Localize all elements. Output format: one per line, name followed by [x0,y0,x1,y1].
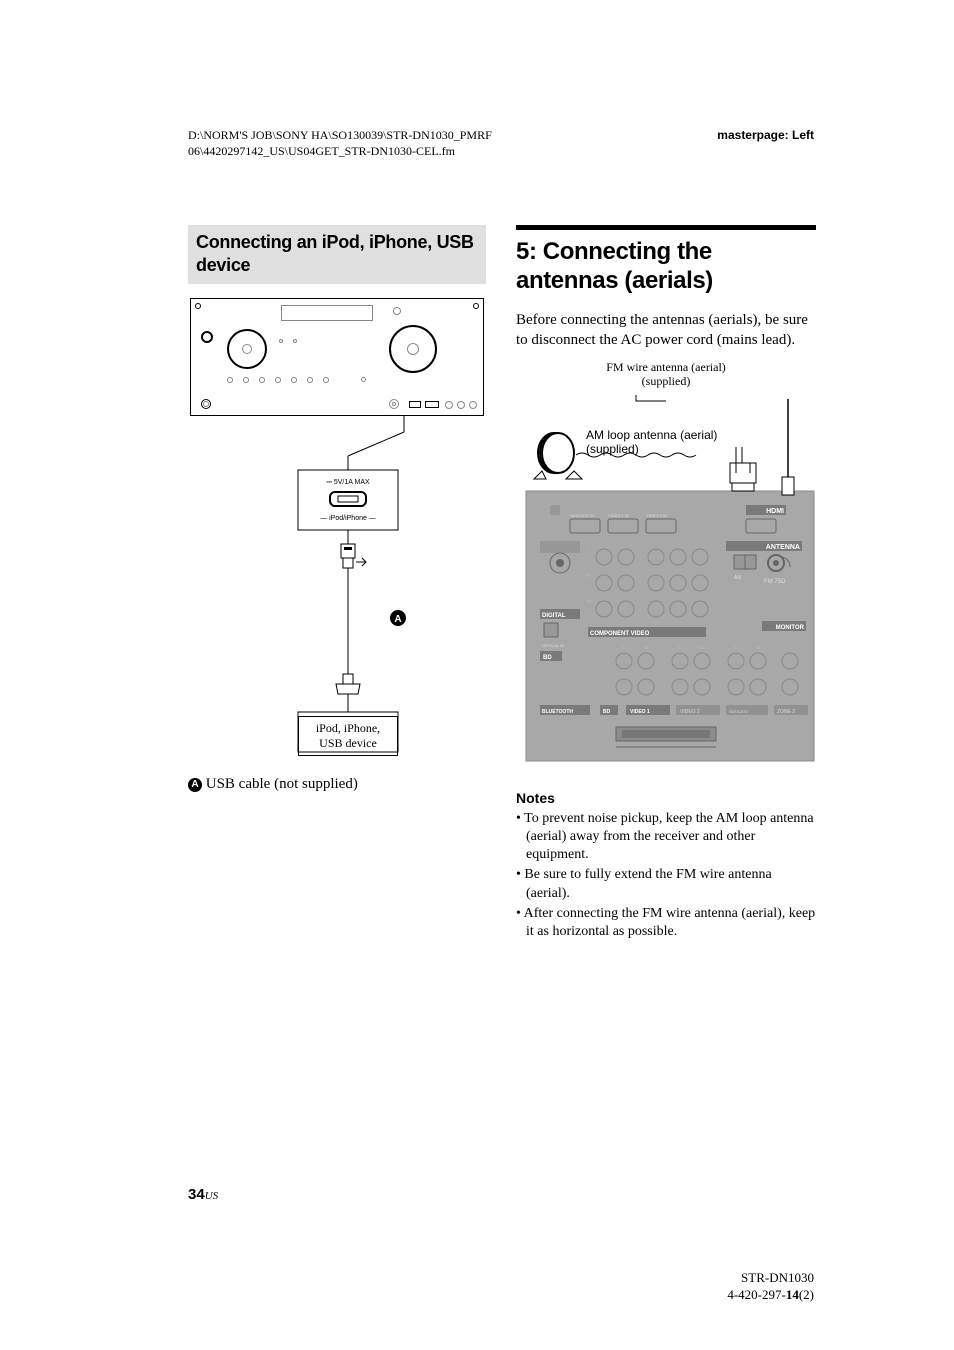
chapter-rule [516,225,816,230]
fm-label-line1: FM wire antenna (aerial) [516,360,816,374]
svg-text:A: A [394,614,401,625]
svg-text:VIDEO 1: VIDEO 1 [630,709,650,715]
svg-text:DIGITAL: DIGITAL [542,613,566,619]
footer-doc-code: 4-420-297-14(2) [727,1287,814,1304]
svg-text:SAT/CATV: SAT/CATV [729,709,748,714]
svg-text:VIDEO 2: VIDEO 2 [680,709,700,715]
svg-text:SAT/CATV IN: SAT/CATV IN [570,513,594,518]
device-callout: iPod, iPhone, USB device [298,716,398,756]
page-number-value: 34 [188,1186,205,1203]
footer-model: STR-DN1030 [727,1270,814,1287]
svg-text:IN: IN [678,645,682,650]
note-1: To prevent noise pickup, keep the AM loo… [516,810,816,865]
svg-text:BD: BD [543,655,552,661]
svg-text:⎓ 5V/1A MAX: ⎓ 5V/1A MAX [326,479,370,486]
note-2: Be sure to fully extend the FM wire ante… [516,866,816,902]
notes-heading: Notes [516,790,816,806]
footer-block: STR-DN1030 4-420-297-14(2) [727,1270,814,1304]
device-callout-line1: iPod, iPhone, [299,721,397,736]
note-3: After connecting the FM wire antenna (ae… [516,905,816,941]
page-number: 34US [188,1186,218,1204]
svg-text:IN: IN [622,645,626,650]
right-column: 5: Connecting the antennas (aerials) Bef… [516,225,816,943]
intro-text: Before connecting the antennas (aerials)… [516,310,816,351]
chapter-title: 5: Connecting the antennas (aerials) [516,238,816,296]
device-callout-line2: USB device [299,736,397,751]
svg-text:Y: Y [586,547,589,552]
content-columns: Connecting an iPod, iPhone, USB device [188,225,814,943]
svg-text:IN: IN [644,645,648,650]
svg-text:IN: IN [734,645,738,650]
svg-text:BD: BD [603,709,611,715]
antenna-diagram: FM wire antenna (aerial) (supplied) AM [516,360,816,776]
rear-panel-svg: AM loop antenna (aerial) (supplied) [516,391,816,771]
svg-text:— iPod/iPhone —: — iPod/iPhone — [320,515,376,522]
page-number-suffix: US [205,1190,218,1202]
svg-text:ZONE 2: ZONE 2 [777,709,795,715]
svg-text:(supplied): (supplied) [586,442,639,456]
svg-text:BLUETOOTH: BLUETOOTH [542,709,573,715]
svg-text:COMPONENT VIDEO: COMPONENT VIDEO [590,631,650,637]
svg-text:ANTENNA: ANTENNA [766,544,800,551]
usb-caption: A USB cable (not supplied) [188,776,486,793]
masterpage-label: masterpage: Left [717,128,814,159]
usb-caption-text: USB cable (not supplied) [206,776,358,792]
fm-label-line2: (supplied) [516,374,816,388]
svg-text:HDMI: HDMI [766,508,784,515]
svg-text:FM 75Ω: FM 75Ω [764,579,786,585]
svg-text:PR: PR [586,599,592,604]
svg-text:MONITOR: MONITOR [776,625,805,631]
callout-letter-a: A [188,778,202,792]
file-path: D:\NORM'S JOB\SONY HA\SO130039\STR-DN103… [188,128,492,159]
svg-text:AM: AM [734,575,742,581]
svg-text:VIDEO 2 IN: VIDEO 2 IN [646,513,667,518]
svg-text:OPTICAL IN: OPTICAL IN [542,643,564,648]
svg-text:AM loop antenna (aerial): AM loop antenna (aerial) [586,428,717,442]
svg-text:VIDEO 1 IN: VIDEO 1 IN [608,513,629,518]
svg-text:IN: IN [756,645,760,650]
left-column: Connecting an iPod, iPhone, USB device [188,225,486,943]
left-section-title: Connecting an iPod, iPhone, USB device [188,225,486,284]
front-panel-illustration [190,298,484,416]
file-path-line2: 06\4420297142_US\US04GET_STR-DN1030-CEL.… [188,144,492,160]
svg-text:PB: PB [586,573,592,578]
file-path-line1: D:\NORM'S JOB\SONY HA\SO130039\STR-DN103… [188,128,492,144]
page-header: D:\NORM'S JOB\SONY HA\SO130039\STR-DN103… [188,128,814,159]
svg-text:OUT: OUT [698,645,707,650]
usb-cable-diagram: ⎓ 5V/1A MAX — iPod/iPhone — A [188,416,486,766]
